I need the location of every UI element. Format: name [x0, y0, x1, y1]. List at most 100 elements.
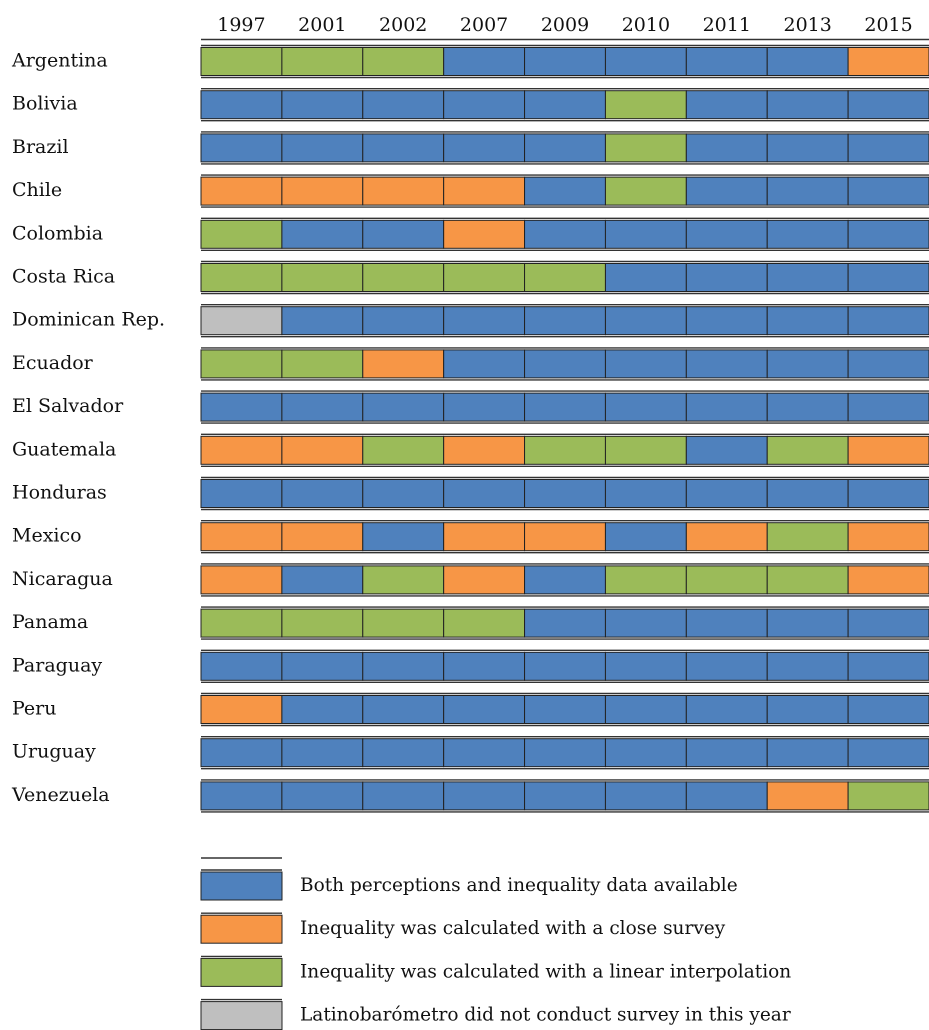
cell-2010 — [604, 435, 687, 465]
cell-2013 — [766, 738, 849, 768]
country-label: Venezuela — [11, 784, 110, 806]
cell-2013 — [766, 47, 849, 76]
cell-2009 — [524, 435, 606, 465]
cell-2013 — [766, 306, 849, 336]
cell-2007 — [443, 47, 526, 76]
cell-1997 — [200, 176, 283, 206]
legend-label: Inequality was calculated with a linear … — [300, 961, 791, 982]
cell-2010 — [604, 263, 687, 292]
cell-2010 — [604, 176, 687, 206]
cell-2010 — [604, 219, 687, 249]
cell-1997 — [200, 738, 283, 768]
cell-2011 — [685, 176, 768, 206]
cell-2007 — [443, 435, 526, 465]
cell-2009 — [524, 263, 606, 292]
country-label: Bolivia — [12, 93, 78, 115]
year-label-1997: 1997 — [217, 14, 265, 36]
cell-2011 — [685, 306, 768, 336]
cell-2001 — [281, 522, 364, 552]
cell-1997 — [200, 695, 283, 724]
country-row-nicaragua: Nicaragua — [12, 563, 929, 597]
country-label: Argentina — [11, 50, 108, 72]
country-row-el-salvador: El Salvador — [12, 390, 929, 424]
cell-1997 — [200, 47, 283, 76]
country-row-ecuador: Ecuador — [12, 347, 929, 381]
cell-2015 — [847, 695, 929, 724]
cell-2002 — [362, 651, 445, 681]
cell-2011 — [685, 522, 768, 552]
country-row-uruguay: Uruguay — [12, 736, 929, 770]
cell-2001 — [281, 306, 364, 336]
year-label-2010: 2010 — [622, 14, 670, 36]
cell-2007 — [443, 90, 526, 120]
cell-2011 — [685, 479, 768, 508]
country-label: Honduras — [12, 482, 107, 504]
cell-2010 — [604, 608, 687, 638]
cell-1997 — [200, 608, 283, 638]
cell-2007 — [443, 392, 526, 422]
cell-2002 — [362, 781, 445, 811]
cell-2009 — [524, 695, 606, 724]
cell-1997 — [200, 90, 283, 120]
cell-2011 — [685, 781, 768, 811]
country-row-chile: Chile — [12, 174, 929, 208]
cell-2015 — [847, 90, 929, 120]
cell-2009 — [524, 176, 606, 206]
cell-1997 — [200, 306, 283, 336]
cell-2010 — [604, 781, 687, 811]
cell-1997 — [200, 263, 283, 292]
cell-2015 — [847, 133, 929, 163]
legend-label: Latinobarómetro did not conduct survey i… — [300, 1005, 791, 1026]
cell-2015 — [847, 608, 929, 638]
cell-2002 — [362, 349, 445, 379]
year-label-2009: 2009 — [541, 14, 589, 36]
cell-2009 — [524, 392, 606, 422]
cell-2009 — [524, 781, 606, 811]
cell-2007 — [443, 695, 526, 724]
cell-2015 — [847, 435, 929, 465]
cell-2009 — [524, 522, 606, 552]
cell-2011 — [685, 565, 768, 595]
cell-2002 — [362, 90, 445, 120]
year-label-2013: 2013 — [783, 14, 831, 36]
cell-2002 — [362, 306, 445, 336]
cell-2013 — [766, 435, 849, 465]
cell-2009 — [524, 608, 606, 638]
cell-2010 — [604, 738, 687, 768]
country-label: Ecuador — [12, 352, 94, 374]
country-label: Nicaragua — [12, 568, 113, 590]
country-row-dominican-rep: Dominican Rep. — [12, 304, 929, 338]
cell-2013 — [766, 90, 849, 120]
cell-2007 — [443, 522, 526, 552]
cell-2013 — [766, 565, 849, 595]
legend-label: Inequality was calculated with a close s… — [300, 918, 726, 939]
cell-1997 — [200, 349, 283, 379]
cell-2015 — [847, 392, 929, 422]
country-label: Brazil — [12, 136, 69, 158]
country-label: Mexico — [12, 525, 82, 547]
cell-2007 — [443, 565, 526, 595]
country-row-costa-rica: Costa Rica — [12, 260, 929, 295]
cell-2013 — [766, 133, 849, 163]
country-row-argentina: Argentina — [11, 44, 929, 79]
cell-2015 — [847, 522, 929, 552]
country-label: Panama — [12, 611, 88, 633]
cell-2015 — [847, 781, 929, 811]
country-label: Peru — [12, 698, 57, 720]
cell-2010 — [604, 522, 687, 552]
country-rows: Argentina Bolivia Brazil Chile Colombia Costa… — [11, 44, 929, 813]
cell-2009 — [524, 349, 606, 379]
cell-2011 — [685, 651, 768, 681]
country-row-honduras: Honduras — [12, 476, 929, 511]
cell-2009 — [524, 306, 606, 336]
cell-2015 — [847, 349, 929, 379]
year-label-2015: 2015 — [864, 14, 912, 36]
cell-2011 — [685, 435, 768, 465]
cell-2001 — [281, 219, 364, 249]
cell-2011 — [685, 263, 768, 292]
cell-2001 — [281, 651, 364, 681]
cell-2015 — [847, 176, 929, 206]
cell-2015 — [847, 219, 929, 249]
legend-label: Both perceptions and inequality data ava… — [300, 875, 738, 896]
